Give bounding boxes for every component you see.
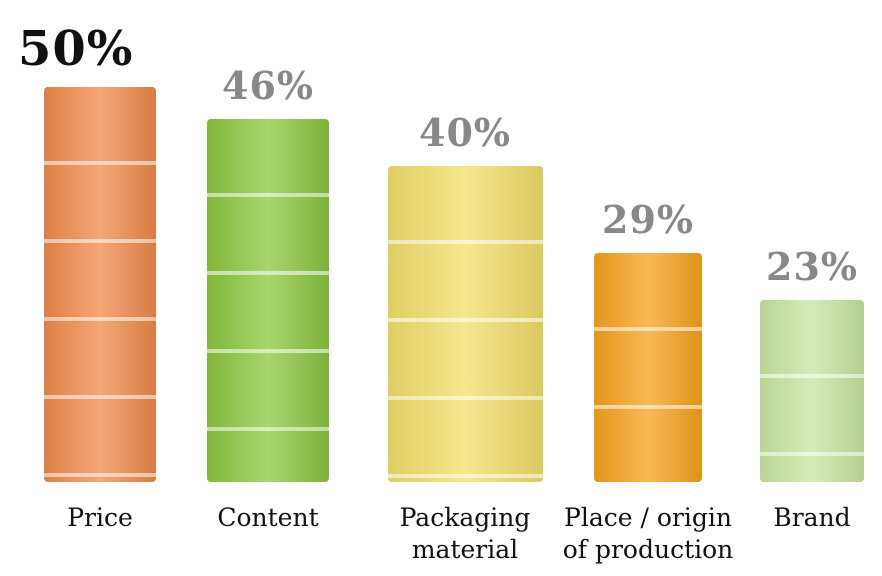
value-label: 29% xyxy=(602,196,694,242)
value-label: 50% xyxy=(18,21,134,77)
category-label: Content xyxy=(217,503,319,532)
bar xyxy=(207,118,329,482)
category-label: Brand xyxy=(773,503,851,532)
bar xyxy=(594,252,702,482)
value-label: 46% xyxy=(222,62,314,108)
bar xyxy=(760,300,864,482)
value-label: 23% xyxy=(766,244,858,290)
value-label: 40% xyxy=(419,110,511,155)
category-label: Price xyxy=(67,503,133,532)
bar xyxy=(387,166,543,482)
category-label: Packaging material xyxy=(399,503,531,564)
category-label: Place / origin of production xyxy=(562,503,734,564)
bar xyxy=(44,87,156,482)
